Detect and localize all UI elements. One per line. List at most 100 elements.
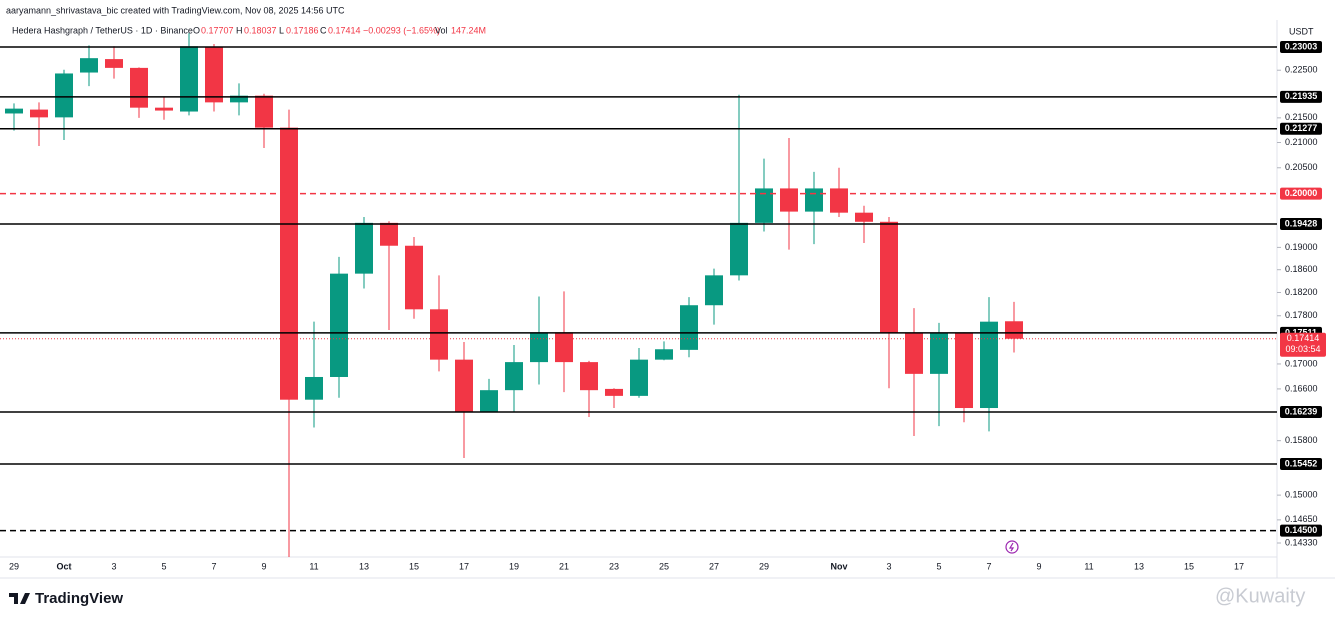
candle-body: [805, 188, 823, 212]
candle-body: [180, 46, 198, 112]
change: −0.00293 (−1.65%): [363, 25, 440, 35]
x-tick-label: 11: [1084, 561, 1093, 571]
y-tick-label: 0.20500: [1285, 162, 1318, 172]
level-label: 0.21277: [1285, 123, 1318, 133]
x-tick-label: 7: [211, 561, 216, 571]
symbol: Hedera Hashgraph / TetherUS · 1D · Binan…: [12, 25, 193, 35]
candle-body: [105, 59, 123, 68]
x-tick-label: 5: [936, 561, 941, 571]
c-value: 0.17414: [328, 25, 361, 35]
brand: TradingView: [35, 590, 123, 607]
candle-body: [630, 359, 648, 396]
candle-body: [305, 376, 323, 400]
countdown: 09:03:54: [1285, 344, 1320, 354]
candle-body: [80, 58, 98, 73]
candle-body: [430, 309, 448, 360]
x-tick-label: 29: [9, 561, 19, 571]
c-label: C: [320, 25, 327, 35]
alert-icon: [1005, 540, 1019, 554]
x-tick-label: 29: [759, 561, 769, 571]
y-tick-label: 0.21000: [1285, 137, 1318, 147]
level-label: 0.15452: [1285, 458, 1318, 468]
watermark: @Kuwaity: [1215, 585, 1305, 607]
x-tick-label: Oct: [56, 561, 71, 571]
l-label: L: [279, 25, 284, 35]
legend: Hedera Hashgraph / TetherUS · 1D · Binan…: [12, 25, 486, 35]
candle-body: [355, 222, 373, 274]
y-tick-label: 0.15000: [1285, 489, 1318, 499]
candle-body: [255, 95, 273, 128]
candle-body: [655, 349, 673, 360]
level-label: 0.19428: [1285, 218, 1318, 228]
o-label: O: [193, 25, 200, 35]
candle-body: [955, 332, 973, 409]
candle-body: [930, 332, 948, 374]
level-label: 0.20000: [1285, 188, 1318, 198]
level-tag: [1280, 458, 1322, 471]
y-tick-label: 0.21500: [1285, 112, 1318, 122]
vol-label: Vol: [435, 25, 448, 35]
candle-body: [480, 390, 498, 412]
x-tick-label: 15: [409, 561, 419, 571]
candle-body: [130, 67, 148, 108]
candle-body: [880, 221, 898, 333]
candle-body: [580, 362, 598, 391]
candle-body: [505, 362, 523, 391]
candle-body: [30, 109, 48, 118]
candle-body: [530, 332, 548, 363]
candle-body: [380, 222, 398, 246]
candle-body: [980, 321, 998, 409]
level-tag: [1280, 218, 1322, 231]
y-tick-label: 0.15800: [1285, 435, 1318, 445]
level-tag: [1280, 90, 1322, 103]
candle-body: [405, 245, 423, 310]
x-tick-label: 13: [359, 561, 369, 571]
x-tick-label: 17: [1234, 561, 1244, 571]
x-tick-label: 5: [161, 561, 166, 571]
currency: USDT: [1289, 26, 1314, 36]
x-tick-label: 21: [559, 561, 569, 571]
x-tick-label: 27: [709, 561, 719, 571]
x-tick-label: 9: [261, 561, 266, 571]
y-tick-label: 0.22500: [1285, 65, 1318, 75]
h-value: 0.18037: [244, 25, 277, 35]
x-tick-label: 3: [886, 561, 891, 571]
y-tick-label: 0.19000: [1285, 242, 1318, 252]
y-tick-label: 0.14330: [1285, 537, 1318, 547]
y-tick-label: 0.18600: [1285, 264, 1318, 274]
x-tick-label: 13: [1134, 561, 1144, 571]
y-tick-label: 0.17000: [1285, 358, 1318, 368]
candle-body: [605, 388, 623, 396]
candle-body: [680, 305, 698, 350]
x-tick-label: 23: [609, 561, 619, 571]
candle-body: [230, 95, 248, 103]
y-tick-label: 0.16600: [1285, 383, 1318, 393]
caption: aaryamann_shrivastava_bic created with T…: [6, 5, 345, 15]
vol-value: 147.24M: [451, 25, 486, 35]
x-tick-label: 17: [459, 561, 469, 571]
candle-body: [280, 127, 298, 400]
candle-body: [705, 275, 723, 306]
candle-body: [455, 359, 473, 412]
level-label: 0.21935: [1285, 91, 1318, 101]
x-tick-label: Nov: [830, 561, 847, 571]
last-price-tag: [1280, 332, 1326, 357]
level-tag: [1280, 41, 1322, 54]
candle-body: [830, 188, 848, 213]
level-tag: [1280, 405, 1322, 418]
candle-body: [155, 107, 173, 111]
candle-body: [755, 188, 773, 223]
x-tick-label: 11: [309, 561, 318, 571]
candle-body: [1005, 321, 1023, 339]
y-tick-label: 0.18200: [1285, 287, 1318, 297]
candle-body: [5, 108, 23, 114]
level-label: 0.16239: [1285, 406, 1318, 416]
candle-body: [205, 47, 223, 103]
y-tick-label: 0.17800: [1285, 310, 1318, 320]
candle-body: [55, 73, 73, 118]
candle-body: [855, 212, 873, 222]
brand-logo: TradingView: [9, 590, 123, 607]
x-tick-label: 3: [111, 561, 116, 571]
candle-body: [905, 332, 923, 374]
